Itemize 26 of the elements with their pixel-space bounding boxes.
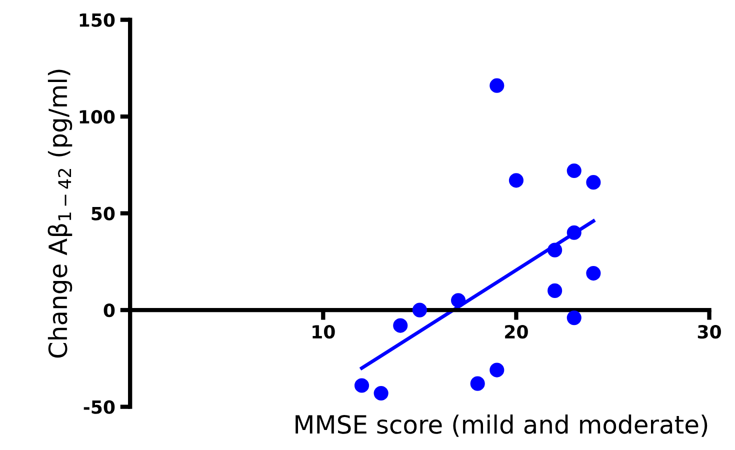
y-tick-label: 0 [104,304,115,318]
point [566,225,582,240]
point [548,242,562,258]
point [451,293,466,308]
point [490,78,504,93]
x-axis-title: MMSE score (mild and moderate) [296,414,708,437]
y-tick-label: 150 [80,13,115,27]
point [508,173,524,188]
point [548,283,562,298]
point [374,386,388,401]
x-tick-label: 10 [312,324,335,339]
y-tick-label: 50 [92,206,115,220]
x-tick-label: 20 [505,324,528,339]
point [470,376,485,391]
y-tick-label: 100 [80,110,115,124]
point [354,378,370,393]
y-tick-label: -50 [84,400,115,414]
x-tick-label: 30 [698,324,721,339]
point [566,310,582,326]
point [393,318,408,333]
point [586,266,601,281]
y-axis-title: Change Aβ$_{1−42}$ (pg/ml) [48,70,72,358]
point [586,175,601,190]
point [490,362,504,378]
point [566,163,582,178]
point [412,302,427,318]
